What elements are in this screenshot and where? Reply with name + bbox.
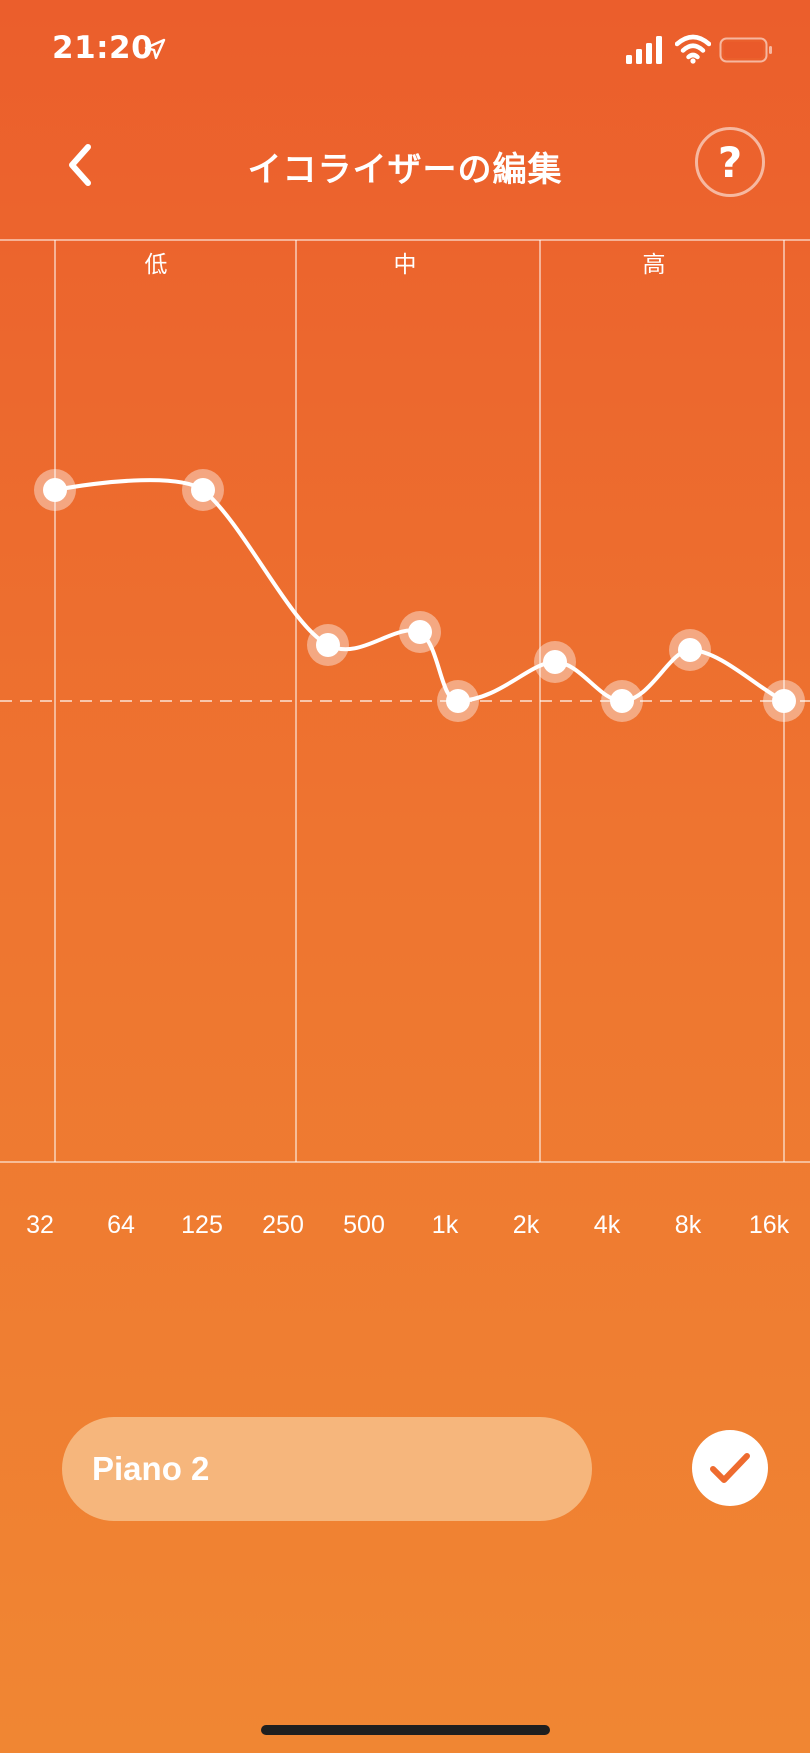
freq-label-250: 250 xyxy=(262,1211,304,1239)
freq-label-8k: 8k xyxy=(675,1211,702,1239)
help-icon: ? xyxy=(717,137,743,187)
eq-handle-16k[interactable] xyxy=(763,680,805,722)
confirm-button[interactable] xyxy=(692,1430,768,1506)
preset-name-value: Piano 2 xyxy=(92,1450,210,1487)
eq-handle-375[interactable] xyxy=(307,624,349,666)
wifi-icon xyxy=(675,34,711,64)
freq-label-16k: 16k xyxy=(749,1211,790,1239)
chevron-left-icon xyxy=(69,144,91,186)
eq-handle-4k[interactable] xyxy=(601,680,643,722)
page-title: イコライザーの編集 xyxy=(247,150,563,190)
location-arrow-icon xyxy=(144,38,166,60)
help-button[interactable]: ? xyxy=(695,127,765,197)
freq-label-500: 500 xyxy=(343,1211,385,1239)
freq-label-32: 32 xyxy=(26,1211,54,1239)
cellular-signal-icon xyxy=(626,36,662,64)
nav-bar: イコライザーの編集 ? xyxy=(0,110,810,220)
freq-label-64: 64 xyxy=(107,1211,135,1239)
band-label-low: 低 xyxy=(145,252,168,278)
battery-icon xyxy=(719,37,772,63)
eq-handle-750[interactable] xyxy=(399,611,441,653)
freq-label-125: 125 xyxy=(181,1211,223,1239)
eq-handle-32[interactable] xyxy=(34,469,76,511)
checkmark-icon xyxy=(710,1453,750,1483)
freq-label-2k: 2k xyxy=(513,1211,540,1239)
home-indicator[interactable] xyxy=(261,1725,550,1735)
freq-label-4k: 4k xyxy=(594,1211,621,1239)
band-label-high: 高 xyxy=(643,252,666,278)
preset-name-input[interactable]: Piano 2 xyxy=(62,1417,592,1521)
eq-handle-2k[interactable] xyxy=(534,641,576,683)
eq-handle-8k[interactable] xyxy=(669,629,711,671)
eq-handle-1k[interactable] xyxy=(437,680,479,722)
band-label-mid: 中 xyxy=(394,252,417,278)
back-button[interactable] xyxy=(50,130,110,200)
freq-label-1k: 1k xyxy=(432,1211,459,1239)
status-time: 21:20 xyxy=(52,30,154,66)
eq-handle-125[interactable] xyxy=(182,469,224,511)
equalizer-chart: 低 中 高 32 64 125 250 500 1k 2k 4k 8k 16k xyxy=(0,239,810,1239)
status-bar: 21:20 xyxy=(0,0,810,100)
eq-curve xyxy=(53,478,786,704)
